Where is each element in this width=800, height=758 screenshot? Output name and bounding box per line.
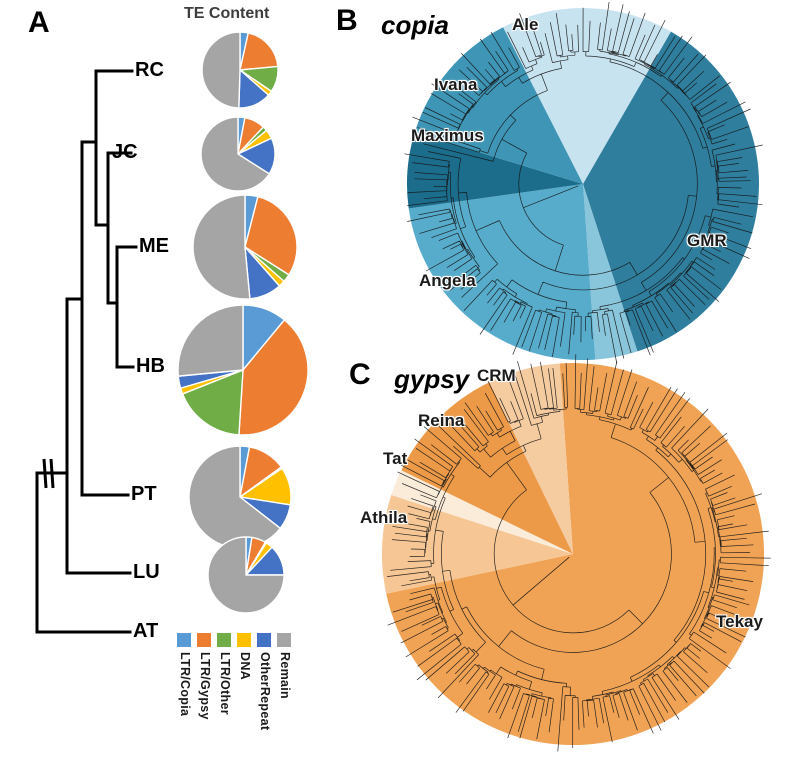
- clade-label-athila: Athila: [360, 508, 408, 527]
- clade-label-crm: CRM: [477, 366, 516, 385]
- legend-label-ltr-other: LTR/Other: [218, 652, 232, 715]
- legend-swatch-ltr-gypsy: [197, 633, 211, 647]
- legend-label-remain: Remain: [278, 652, 292, 699]
- gypsy-dendrogram-lines: [387, 354, 771, 752]
- panel-c-letter: C: [349, 358, 371, 391]
- legend-label-ltr-gypsy: LTR/Gypsy: [198, 652, 212, 720]
- legend-swatch-otherrepeat: [257, 633, 271, 647]
- taxon-label-hb: HB: [136, 355, 165, 377]
- legend-label-otherrepeat: OtherRepeat: [258, 652, 272, 731]
- clade-label-tekay: Tekay: [716, 612, 763, 631]
- copia-dendrogram-lines: [404, 2, 763, 364]
- taxon-label-lu: LU: [133, 561, 160, 583]
- clade-label-ivana: Ivana: [434, 75, 478, 94]
- clade-label-maximus: Maximus: [411, 126, 484, 145]
- legend-swatch-ltr-other: [217, 633, 231, 647]
- clade-label-gmr: GMR: [687, 231, 727, 250]
- taxon-label-me: ME: [139, 235, 169, 257]
- species-cladogram: [35, 69, 138, 634]
- clade-label-reina: Reina: [418, 411, 465, 430]
- legend-label-ltr-copia: LTR/Copia: [178, 652, 192, 717]
- taxon-label-pt: PT: [131, 483, 157, 505]
- te-content-title: TE Content: [184, 5, 270, 22]
- panel-a-letter: A: [28, 6, 50, 39]
- te-content-pie-charts: [177, 31, 309, 614]
- gypsy-title: gypsy: [394, 364, 470, 394]
- panel-b-letter: B: [336, 4, 358, 37]
- clade-label-angela: Angela: [419, 271, 476, 290]
- taxon-label-jc: JC: [112, 141, 138, 163]
- taxon-label-at: AT: [133, 620, 159, 642]
- clade-label-tat: Tat: [383, 449, 408, 468]
- taxon-label-rc: RC: [135, 59, 164, 81]
- legend-label-dna: DNA: [238, 652, 252, 680]
- copia-title: copia: [381, 10, 449, 40]
- clade-label-ale: Ale: [512, 15, 539, 34]
- legend-swatch-remain: [277, 633, 291, 647]
- legend-swatch-dna: [237, 633, 251, 647]
- legend-swatch-ltr-copia: [177, 633, 191, 647]
- copia-circular-tree-wedges: [406, 8, 759, 361]
